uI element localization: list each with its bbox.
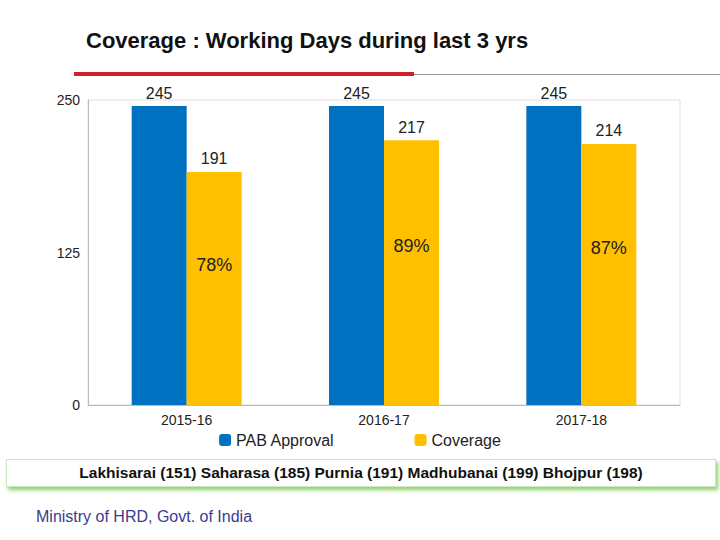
svg-text:89%: 89% — [393, 236, 429, 256]
svg-text:0: 0 — [72, 397, 80, 413]
svg-text:Coverage: Coverage — [432, 432, 501, 449]
svg-text:2015-16: 2015-16 — [161, 412, 213, 428]
svg-text:245: 245 — [343, 85, 370, 102]
html-text:Coverage : Working Days during: Coverage : Working Days during last 3 yr… — [86, 28, 529, 53]
svg-text:2016-17: 2016-17 — [358, 412, 410, 428]
svg-text:191: 191 — [201, 150, 228, 167]
html-text:Ministry of HRD, Govt. of Indi: Ministry of HRD, Govt. of India — [36, 508, 253, 525]
svg-text:PAB Approval: PAB Approval — [236, 432, 334, 449]
svg-text:214: 214 — [595, 122, 622, 139]
svg-text:217: 217 — [398, 119, 425, 136]
svg-text:78%: 78% — [196, 255, 232, 275]
svg-text:2017-18: 2017-18 — [556, 412, 608, 428]
svg-text:125: 125 — [57, 245, 81, 261]
svg-text:87%: 87% — [591, 238, 627, 258]
html-text:Lakhisarai (151) Saharasa (185: Lakhisarai (151) Saharasa (185) Purnia (… — [79, 464, 643, 481]
svg-text:245: 245 — [146, 85, 173, 102]
svg-text:250: 250 — [57, 92, 81, 108]
svg-text:245: 245 — [540, 85, 567, 102]
